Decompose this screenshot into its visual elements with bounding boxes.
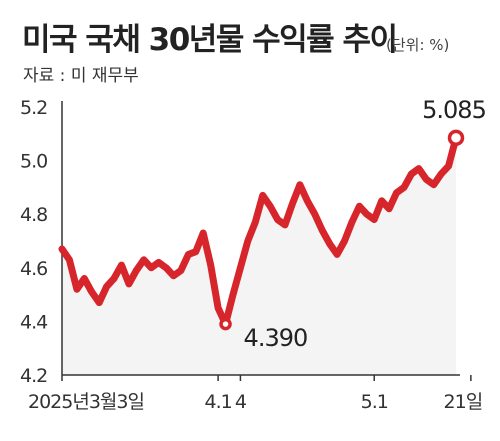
y-tick-label: 4.2 [20,365,47,387]
source-label: 자료 : 미 재무부 [23,66,139,86]
data-label: 5.085 [422,96,486,124]
data-label: 4.390 [244,324,308,352]
unit-label: (단위: %) [386,36,450,54]
line-layer [58,129,465,331]
y-tick-label: 5.0 [20,151,47,173]
area-layer [62,137,456,375]
data-point-marker [447,129,465,147]
y-tick-label: 4.6 [20,258,47,280]
area-fill [62,137,456,375]
y-tick-label: 4.4 [20,311,48,333]
data-point-marker [219,317,232,331]
x-tick-label: 21일 [444,391,483,413]
series-line [58,134,460,328]
label-layer: 4.2 4.4 4.6 4.8 5.0 5.2 2025년3월3일 4.1 4 5.1 21일 4.3… [20,96,487,413]
x-tick-label: 4 [235,391,247,413]
axis-layer [61,101,472,381]
x-tick-label: 4.1 [205,391,232,413]
chart-title: 미국 국채 30년물 수익률 추이 [22,22,398,58]
x-tick-label: 2025년3월3일 [28,391,144,413]
y-tick-label: 5.2 [20,97,47,119]
y-tick-label: 4.8 [20,204,47,226]
x-tick-label: 5.1 [361,391,388,413]
